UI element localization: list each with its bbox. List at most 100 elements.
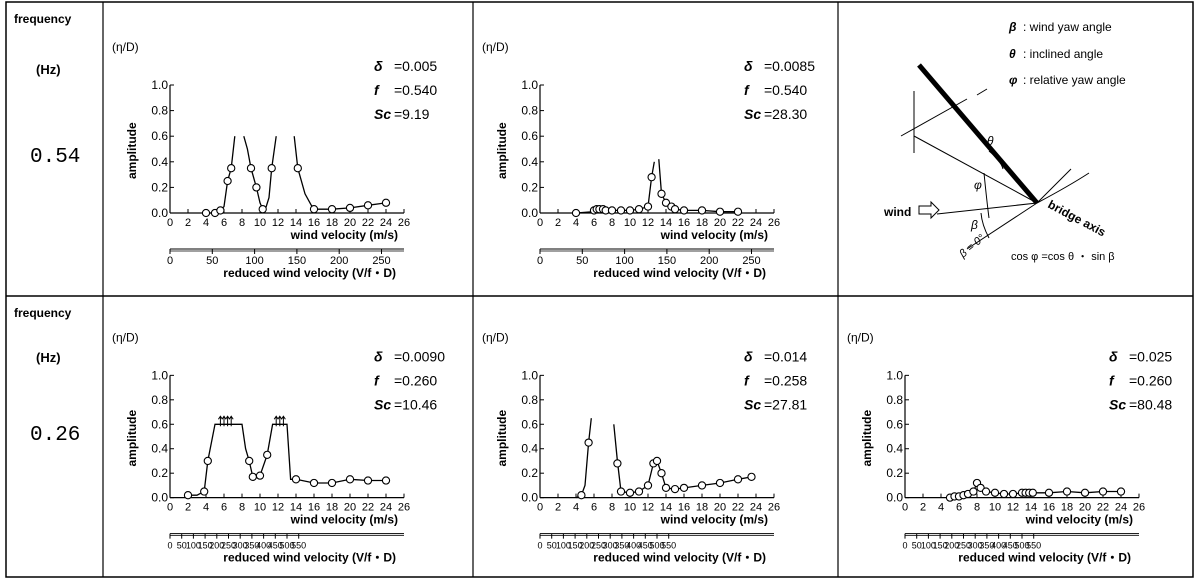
y-axis-label: amplitude <box>495 410 509 467</box>
data-point <box>203 456 212 466</box>
data-point <box>291 475 301 484</box>
data-point <box>1098 487 1108 496</box>
data-point <box>245 456 254 466</box>
x-axis-label: wind velocity (m/s) <box>290 513 398 527</box>
reduced-tick-label: 300 <box>968 541 983 551</box>
param-symbol: Sc <box>374 396 391 412</box>
reduced-tick-label: 350 <box>244 541 259 551</box>
data-point <box>616 487 626 496</box>
reduced-tick-label: 0 <box>167 255 173 267</box>
y-tick-label: 1.0 <box>151 78 168 92</box>
x-tick-label: 14 <box>660 217 672 229</box>
divergence-arrow <box>277 415 283 427</box>
x-axis-label: wind velocity (m/s) <box>1025 513 1133 527</box>
y-unit-label: (η/D) <box>112 330 139 344</box>
data-point <box>990 488 1000 497</box>
x-tick-label: 8 <box>609 217 615 229</box>
x-tick-label: 22 <box>732 217 744 229</box>
x-tick-label: 4 <box>203 502 209 514</box>
y-tick-label: 1.0 <box>521 78 538 92</box>
reduced-tick-label: 150 <box>568 541 583 551</box>
y-tick-label: 0.6 <box>521 129 538 143</box>
x-tick-label: 8 <box>974 502 980 514</box>
reduced-tick-label: 400 <box>991 541 1006 551</box>
y-tick-label: 0.4 <box>521 442 538 456</box>
bridge-axis-label: bridge axis <box>1046 197 1109 239</box>
reduced-tick-label: 100 <box>556 541 571 551</box>
x-tick-label: 2 <box>185 217 191 229</box>
y-tick-label: 0.2 <box>521 180 538 194</box>
x-tick-label: 2 <box>185 502 191 514</box>
y-tick-label: 0.0 <box>521 491 538 505</box>
beta-symbol: β <box>970 218 978 232</box>
x-tick-label: 16 <box>678 217 690 229</box>
reduced-tick-label: 50 <box>547 541 557 551</box>
frequency-label-row1: frequency <box>14 12 72 26</box>
param-value: =0.260 <box>1129 372 1172 388</box>
y-unit-label: (η/D) <box>482 40 509 54</box>
x-tick-label: 26 <box>768 502 780 514</box>
y-tick-label: 0.8 <box>886 393 903 407</box>
data-point <box>263 450 272 459</box>
reduced-tick-label: 300 <box>603 541 618 551</box>
divergence-arrow <box>228 415 234 427</box>
x-tick-label: 22 <box>362 217 374 229</box>
x-tick-label: 6 <box>591 502 597 514</box>
data-point <box>381 476 391 485</box>
data-point <box>607 206 617 215</box>
data-point <box>223 176 232 186</box>
y-unit-label: (η/D) <box>847 330 874 344</box>
legend-text-theta: : inclined angle <box>1023 47 1103 61</box>
x-tick-label: 2 <box>555 502 561 514</box>
y-tick-label: 0.6 <box>521 417 538 431</box>
data-point <box>1062 487 1072 496</box>
y-tick-label: 1.0 <box>521 368 538 382</box>
x-tick-label: 20 <box>1079 502 1091 514</box>
x-tick-label: 0 <box>537 217 543 229</box>
x-tick-label: 24 <box>380 217 392 229</box>
beta-zero-label: β = 0° <box>956 232 987 261</box>
divergence-arrow <box>225 415 231 427</box>
y-tick-label: 1.0 <box>886 368 903 382</box>
legend-sym-theta: θ <box>1009 47 1016 61</box>
x-tick-label: 2 <box>920 502 926 514</box>
x-tick-label: 4 <box>573 502 579 514</box>
y-tick-label: 0.0 <box>151 491 168 505</box>
data-point <box>327 478 337 488</box>
x-tick-label: 10 <box>254 217 266 229</box>
data-point <box>969 487 978 496</box>
reduced-tick-label: 150 <box>658 255 676 267</box>
y-tick-label: 0.4 <box>151 442 168 456</box>
legend-sym-phi: φ <box>1009 73 1018 87</box>
data-point <box>999 489 1009 499</box>
data-point <box>258 205 267 214</box>
x-axis-label: wind velocity (m/s) <box>660 513 768 527</box>
x-tick-label: 22 <box>362 502 374 514</box>
y-unit-label: (η/D) <box>112 40 139 54</box>
param-symbol: f <box>744 372 750 388</box>
reduced-tick-label: 50 <box>177 541 187 551</box>
param-value: =28.30 <box>764 106 807 122</box>
horizontal-axis <box>900 98 968 137</box>
reduced-tick-label: 100 <box>186 541 201 551</box>
x-tick-label: 12 <box>1007 502 1019 514</box>
param-symbol: f <box>374 82 380 98</box>
x-tick-label: 20 <box>344 217 356 229</box>
x-tick-label: 6 <box>956 502 962 514</box>
reduced-tick-label: 400 <box>626 541 641 551</box>
data-point <box>657 189 666 198</box>
divergence-arrow <box>280 415 286 427</box>
param-symbol: Sc <box>744 396 761 412</box>
x-tick-label: 22 <box>1097 502 1109 514</box>
reduced-tick-label: 150 <box>933 541 948 551</box>
data-point <box>345 475 355 484</box>
param-value: =0.025 <box>1129 348 1172 364</box>
param-value: =0.258 <box>764 372 807 388</box>
param-value: =0.260 <box>394 372 437 388</box>
reduced-tick-label: 0 <box>537 255 543 267</box>
y-tick-label: 0.2 <box>151 466 168 480</box>
data-point <box>363 476 373 485</box>
param-symbol: Sc <box>374 106 391 122</box>
x-tick-label: 10 <box>989 502 1001 514</box>
